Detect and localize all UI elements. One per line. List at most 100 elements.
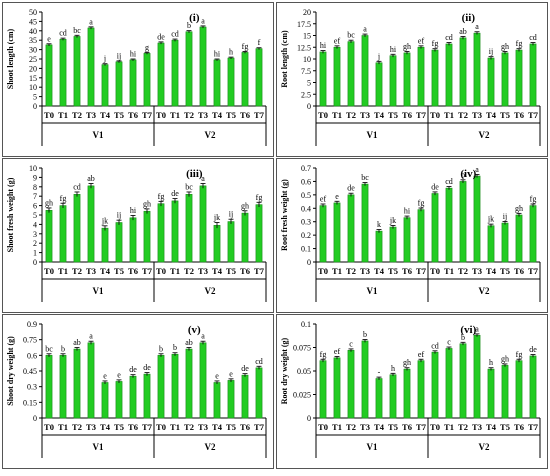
panel-border xyxy=(2,158,274,313)
x-tick-label: T5 xyxy=(114,110,124,120)
significance-letter: j xyxy=(377,52,380,61)
group-label: V2 xyxy=(205,286,216,296)
x-tick-label: T7 xyxy=(142,422,153,432)
x-tick-label: T2 xyxy=(72,266,82,276)
panel-border xyxy=(276,158,548,313)
significance-letter: gh xyxy=(501,354,509,363)
bar xyxy=(115,381,123,419)
panel-border xyxy=(2,314,274,469)
bar xyxy=(319,205,327,263)
x-tick-label: T1 xyxy=(170,110,180,120)
bar xyxy=(171,39,179,107)
bar xyxy=(199,185,207,263)
bar xyxy=(59,355,67,419)
bar xyxy=(101,64,109,107)
group-label: V1 xyxy=(93,130,104,140)
significance-letter: ef xyxy=(418,36,425,45)
significance-letter: b xyxy=(363,330,367,339)
x-tick-label: T6 xyxy=(402,266,412,276)
significance-letter: ij xyxy=(503,212,507,221)
y-tick-label: 0 xyxy=(33,414,37,423)
significance-letter: ab xyxy=(73,338,81,347)
x-tick-label: T7 xyxy=(416,110,427,120)
significance-letter: fg xyxy=(530,194,537,203)
significance-letter: gh xyxy=(403,358,411,367)
y-tick-label: 20 xyxy=(303,8,311,17)
panel-title: (vi) xyxy=(460,324,476,336)
x-tick-label: T3 xyxy=(472,266,482,276)
significance-letter: fg xyxy=(60,194,67,203)
y-tick-label: 10 xyxy=(29,83,37,92)
x-tick-label: T1 xyxy=(444,422,454,432)
y-tick-label: 0.9 xyxy=(27,320,37,329)
bar xyxy=(101,382,109,419)
bar xyxy=(403,52,411,107)
bar xyxy=(515,214,523,263)
significance-letter: de xyxy=(529,345,537,354)
significance-letter: c xyxy=(447,338,451,347)
bar xyxy=(501,52,509,107)
x-tick-label: T0 xyxy=(318,422,328,432)
x-tick-label: T4 xyxy=(212,422,223,432)
bar xyxy=(459,181,467,263)
significance-letter: fg xyxy=(516,39,523,48)
bar xyxy=(347,194,355,263)
x-tick-label: T0 xyxy=(156,266,166,276)
significance-letter: fg xyxy=(516,350,523,359)
significance-letter: fg xyxy=(432,39,439,48)
panel-title: (ii) xyxy=(462,12,476,24)
bar xyxy=(333,202,341,263)
x-tick-label: T2 xyxy=(458,422,468,432)
x-tick-label: T1 xyxy=(58,266,68,276)
significance-letter: bc xyxy=(347,31,355,40)
y-tick-label: 0.6 xyxy=(301,177,311,186)
bar xyxy=(487,225,495,263)
x-tick-label: T4 xyxy=(212,266,223,276)
x-tick-label: T4 xyxy=(374,422,385,432)
x-tick-label: T2 xyxy=(184,422,194,432)
significance-letter: hi xyxy=(390,45,397,54)
y-tick-label: 10 xyxy=(29,164,37,173)
significance-letter: a xyxy=(475,165,479,174)
significance-letter: jk xyxy=(487,215,494,224)
bar xyxy=(389,374,397,419)
significance-letter: h xyxy=(391,364,395,373)
bar xyxy=(157,42,165,107)
panel-title: (iii) xyxy=(186,168,203,180)
bar xyxy=(143,210,151,263)
bar xyxy=(45,355,53,419)
bar xyxy=(361,35,369,107)
bar xyxy=(333,357,341,419)
x-tick-label: T7 xyxy=(254,110,265,120)
significance-letter: bc xyxy=(45,344,53,353)
significance-letter: cd xyxy=(73,182,81,191)
significance-letter: ef xyxy=(320,194,327,203)
bar xyxy=(361,340,369,419)
y-tick-label: 15 xyxy=(29,74,37,83)
bar xyxy=(115,222,123,263)
x-tick-label: T0 xyxy=(430,266,440,276)
x-tick-label: T0 xyxy=(430,110,440,120)
panel-4: 0 0.1 0.2 0.3 0.4 0.5 0.6 0.7 Root fresh weight … xyxy=(276,158,548,313)
significance-letter: f xyxy=(258,38,261,47)
significance-letter: e xyxy=(117,370,121,379)
significance-letter: gh xyxy=(403,42,411,51)
significance-letter: gh xyxy=(45,198,53,207)
bar xyxy=(319,51,327,107)
significance-letter: ij xyxy=(229,210,233,219)
bar xyxy=(431,351,439,419)
y-tick-label: 4 xyxy=(33,220,37,229)
significance-letter: b xyxy=(461,170,465,179)
significance-letter: cd xyxy=(445,177,453,186)
y-tick-label: 30 xyxy=(29,46,37,55)
significance-letter: hi xyxy=(320,41,327,50)
group-label: V2 xyxy=(205,442,216,452)
bar xyxy=(185,31,193,107)
x-tick-label: T2 xyxy=(346,110,356,120)
significance-letter: c xyxy=(349,339,353,348)
bar xyxy=(459,343,467,419)
y-tick-label: 0.5 xyxy=(301,191,311,200)
y-tick-label: 0.6 xyxy=(27,351,37,360)
